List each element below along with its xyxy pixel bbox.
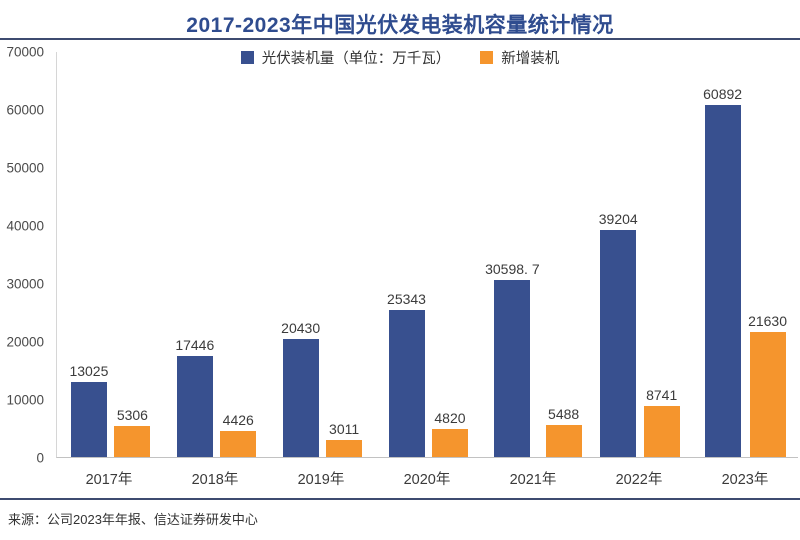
bar-column: 3011 bbox=[326, 420, 363, 457]
bar-column: 4820 bbox=[431, 410, 468, 457]
bar-value-label: 20430 bbox=[281, 319, 321, 336]
bar-new-installed bbox=[220, 431, 257, 457]
bar-cumulative-capacity bbox=[388, 310, 425, 457]
legend-label: 光伏装机量（单位：万千瓦） bbox=[261, 51, 451, 67]
bar-group: 13025 5306 bbox=[57, 52, 163, 457]
bar-column: 20430 bbox=[281, 320, 320, 457]
bar-cumulative-capacity bbox=[494, 279, 531, 457]
y-axis-tick-label: 0 bbox=[36, 450, 44, 466]
bars-row: 25343 4820 bbox=[387, 291, 468, 457]
page-title: 2017-2023年中国光伏发电装机容量统计情况 bbox=[186, 14, 614, 37]
y-axis-tick-label: 40000 bbox=[6, 218, 44, 234]
bar-value-label: 25343 bbox=[387, 291, 426, 308]
y-axis-tick-label: 10000 bbox=[6, 392, 44, 408]
bar-value-label: 21630 bbox=[748, 312, 788, 329]
bar-new-installed bbox=[431, 429, 468, 457]
x-axis-label: 2019年 bbox=[297, 471, 345, 488]
legend-item: 新增装机 bbox=[480, 47, 559, 68]
bar-group: 20430 3011 bbox=[269, 52, 375, 457]
y-axis-tick-label: 50000 bbox=[6, 160, 44, 176]
plot-area: 13025 5306 17446 4426 20430 3011 25343 4820 3059… bbox=[56, 52, 798, 458]
bars-row: 13025 5306 bbox=[69, 363, 151, 457]
bar-group: 39204 8741 bbox=[586, 52, 692, 457]
x-axis-label: 2018年 bbox=[191, 471, 239, 488]
bar-cumulative-capacity bbox=[704, 104, 741, 457]
bar-column: 17446 bbox=[175, 337, 214, 457]
legend-label: 新增装机 bbox=[501, 51, 560, 67]
bar-value-label: 3011 bbox=[329, 420, 360, 437]
x-axis-label: 2017年 bbox=[85, 471, 133, 488]
x-axis-label: 2021年 bbox=[509, 471, 557, 488]
y-axis-tick-label: 20000 bbox=[6, 334, 44, 350]
bar-new-installed bbox=[114, 426, 151, 457]
top-divider bbox=[0, 38, 800, 40]
bar-value-label: 39204 bbox=[598, 211, 638, 228]
x-axis-label: 2022年 bbox=[615, 471, 663, 488]
bar-value-label: 17446 bbox=[175, 337, 215, 354]
y-axis-tick-label: 70000 bbox=[6, 44, 44, 60]
legend-item: 光伏装机量（单位：万千瓦） bbox=[240, 47, 451, 68]
bar-new-installed bbox=[326, 439, 363, 457]
y-axis-tick-label: 30000 bbox=[6, 276, 44, 292]
bar-value-label: 30598. 7 bbox=[485, 260, 540, 277]
bar-value-label: 5306 bbox=[116, 407, 148, 424]
y-axis-tick-label: 60000 bbox=[6, 102, 44, 118]
chart-area: 光伏装机量（单位：万千瓦） 新增装机 0 10000 20000 30000 40000 5… bbox=[0, 40, 800, 466]
bar-cumulative-capacity bbox=[70, 381, 107, 457]
y-axis: 0 10000 20000 30000 40000 50000 60000 70000 bbox=[0, 45, 50, 466]
bar-new-installed bbox=[643, 406, 680, 457]
legend-swatch-icon bbox=[240, 51, 254, 64]
x-axis-label: 2020年 bbox=[403, 471, 451, 488]
bar-value-label: 4820 bbox=[434, 410, 466, 427]
bar-column: 30598. 7 bbox=[485, 261, 540, 457]
bar-column: 60892 bbox=[703, 86, 742, 457]
bar-column: 13025 bbox=[69, 363, 108, 457]
bottom-divider bbox=[0, 498, 800, 500]
x-axis-label: 2023年 bbox=[721, 471, 769, 488]
bar-column: 4426 bbox=[220, 412, 257, 457]
legend: 光伏装机量（单位：万千瓦） 新增装机 bbox=[0, 47, 800, 68]
bar-cumulative-capacity bbox=[176, 356, 213, 457]
bar-column: 5488 bbox=[545, 406, 582, 457]
bar-cumulative-capacity bbox=[600, 230, 637, 457]
bar-value-label: 60892 bbox=[703, 85, 743, 102]
bar-new-installed bbox=[545, 425, 582, 457]
x-axis: 2017年 2018年 2019年 2020年 2021年 2022年 2023年 bbox=[56, 458, 798, 498]
bar-value-label: 5488 bbox=[548, 406, 580, 423]
bar-new-installed bbox=[749, 331, 786, 457]
legend-swatch-icon bbox=[480, 51, 494, 64]
bars-row: 17446 4426 bbox=[175, 337, 257, 457]
bar-group: 60892 21630 bbox=[692, 52, 798, 457]
bar-column: 21630 bbox=[748, 313, 787, 457]
bar-value-label: 4426 bbox=[222, 412, 254, 429]
bar-group: 30598. 7 5488 bbox=[480, 52, 586, 457]
bar-column: 8741 bbox=[643, 387, 680, 457]
bars-row: 20430 3011 bbox=[281, 320, 363, 457]
bar-column: 39204 bbox=[599, 211, 638, 457]
bar-group: 17446 4426 bbox=[163, 52, 269, 457]
bars-row: 30598. 7 5488 bbox=[485, 261, 582, 457]
bars-row: 39204 8741 bbox=[599, 211, 680, 457]
bar-cumulative-capacity bbox=[282, 338, 319, 457]
bar-group: 25343 4820 bbox=[375, 52, 481, 457]
bar-value-label: 13025 bbox=[69, 362, 109, 379]
source-note: 来源：公司2023年年报、信达证券研发中心 bbox=[8, 512, 258, 527]
bar-column: 25343 bbox=[387, 291, 426, 457]
bars-row: 60892 21630 bbox=[703, 86, 787, 457]
bar-column: 5306 bbox=[114, 407, 151, 457]
bar-value-label: 8741 bbox=[646, 387, 678, 404]
